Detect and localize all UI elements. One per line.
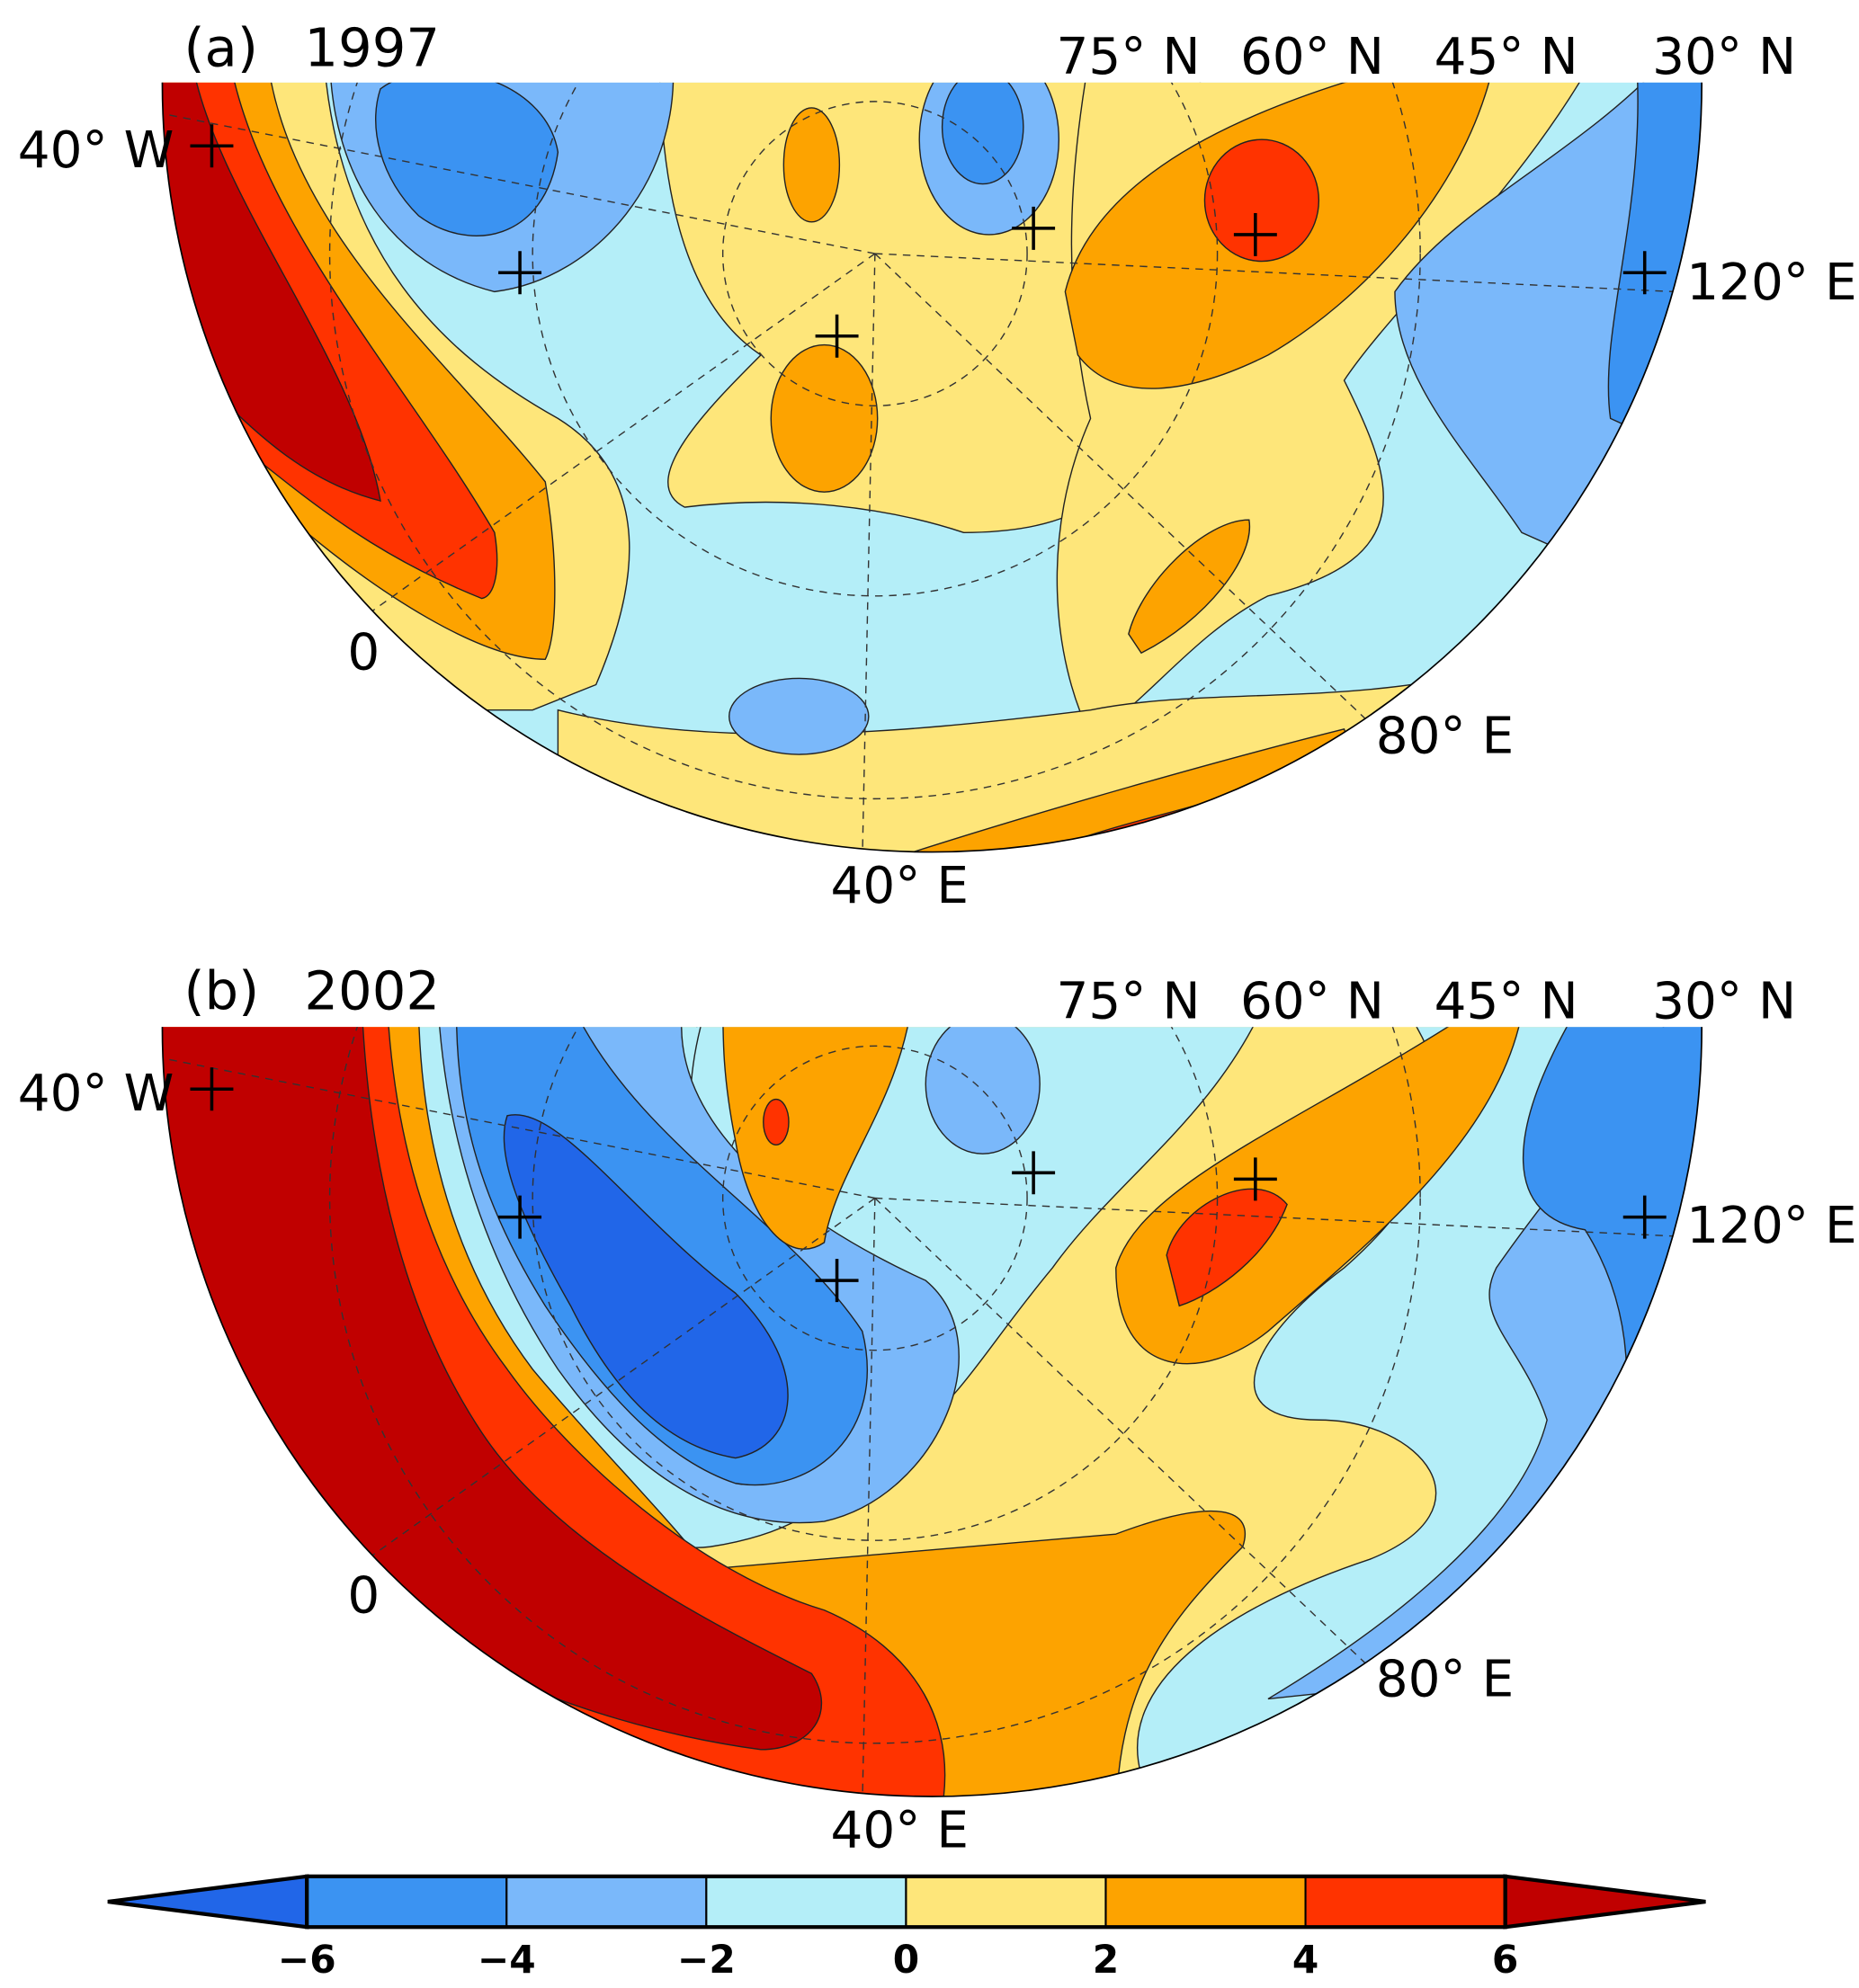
grid-crosses bbox=[190, 124, 1667, 358]
lat-label-75n: 75° N bbox=[1056, 28, 1200, 86]
panel-year: 1997 bbox=[304, 16, 440, 78]
lat-label-30n: 30° N bbox=[1652, 28, 1796, 86]
lon-label-40w: 40° W bbox=[18, 121, 174, 180]
colorbar-swatch bbox=[905, 1875, 1107, 1929]
lon-label-40w: 40° W bbox=[18, 1065, 174, 1123]
panel-label: (b) bbox=[183, 959, 259, 1021]
colorbar-min-arrow bbox=[107, 1874, 309, 1930]
lon-label-120e: 120° E bbox=[1686, 254, 1856, 312]
graticule bbox=[165, 82, 1675, 852]
panel-year: 2002 bbox=[304, 959, 440, 1021]
lon-label-80e: 80° E bbox=[1376, 1651, 1514, 1709]
lon-label-120e: 120° E bbox=[1686, 1197, 1856, 1255]
colorbar-tick-label: −6 bbox=[278, 1938, 336, 1982]
lon-label-0: 0 bbox=[347, 624, 380, 682]
colorbar-swatch bbox=[1104, 1875, 1307, 1929]
colorbar-tick-label: 2 bbox=[1093, 1938, 1119, 1982]
colorbar-swatch bbox=[1304, 1875, 1506, 1929]
lat-label-60n: 60° N bbox=[1240, 972, 1384, 1030]
lat-label-60n: 60° N bbox=[1240, 28, 1384, 86]
lat-label-45n: 45° N bbox=[1434, 972, 1578, 1030]
colorbar-tick-label: −2 bbox=[677, 1938, 736, 1982]
grid-crosses bbox=[190, 1067, 1667, 1303]
lat-label-45n: 45° N bbox=[1434, 28, 1578, 86]
colorbar-swatch bbox=[306, 1875, 508, 1929]
colorbar-swatch bbox=[705, 1875, 907, 1929]
colorbar-swatch bbox=[505, 1875, 708, 1929]
lat-label-75n: 75° N bbox=[1056, 972, 1200, 1030]
colorbar-max-arrow bbox=[1503, 1874, 1706, 1930]
colorbar-tick-label: −4 bbox=[478, 1938, 536, 1982]
lon-label-80e: 80° E bbox=[1376, 708, 1514, 766]
lon-label-40e: 40° E bbox=[831, 857, 969, 915]
lon-label-40e: 40° E bbox=[831, 1801, 969, 1859]
colorbar-tick-label: 0 bbox=[893, 1938, 919, 1982]
lon-label-0: 0 bbox=[347, 1567, 380, 1626]
lat-label-30n: 30° N bbox=[1652, 972, 1796, 1030]
colorbar-tick-label: 6 bbox=[1492, 1938, 1518, 1982]
graticule bbox=[165, 1027, 1675, 1797]
panel-label: (a) bbox=[183, 16, 257, 78]
colorbar-tick-label: 4 bbox=[1292, 1938, 1318, 1982]
map-panel-a: (a) 1997 75° N 60° N 45° N 30° N 40° W 1… bbox=[18, 16, 1857, 915]
colorbar: −6 −4 −2 0 2 4 6 bbox=[107, 1874, 1706, 1982]
